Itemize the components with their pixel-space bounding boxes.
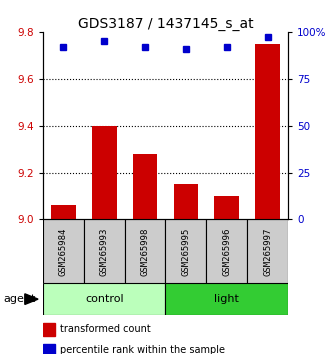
- Bar: [133, 154, 157, 219]
- Text: agent: agent: [3, 294, 36, 304]
- Bar: [206, 219, 247, 283]
- Text: GSM265997: GSM265997: [263, 227, 272, 275]
- Bar: [247, 219, 288, 283]
- Bar: [51, 205, 76, 219]
- Bar: [92, 126, 117, 219]
- Text: light: light: [214, 294, 239, 304]
- Text: control: control: [85, 294, 123, 304]
- Bar: [255, 44, 280, 219]
- Bar: [214, 196, 239, 219]
- Bar: [125, 219, 166, 283]
- Bar: [43, 323, 55, 336]
- Bar: [166, 219, 206, 283]
- Bar: [43, 283, 166, 315]
- Bar: [84, 219, 125, 283]
- Polygon shape: [25, 294, 38, 304]
- Text: percentile rank within the sample: percentile rank within the sample: [60, 346, 225, 354]
- Bar: [43, 219, 84, 283]
- Bar: [166, 283, 288, 315]
- Text: GSM265998: GSM265998: [141, 227, 150, 275]
- Title: GDS3187 / 1437145_s_at: GDS3187 / 1437145_s_at: [78, 17, 253, 31]
- Bar: [174, 184, 198, 219]
- Text: transformed count: transformed count: [60, 324, 151, 334]
- Text: GSM265996: GSM265996: [222, 227, 231, 275]
- Bar: [43, 344, 55, 354]
- Text: GSM265995: GSM265995: [181, 227, 190, 275]
- Text: GSM265984: GSM265984: [59, 227, 68, 275]
- Text: GSM265993: GSM265993: [100, 227, 109, 275]
